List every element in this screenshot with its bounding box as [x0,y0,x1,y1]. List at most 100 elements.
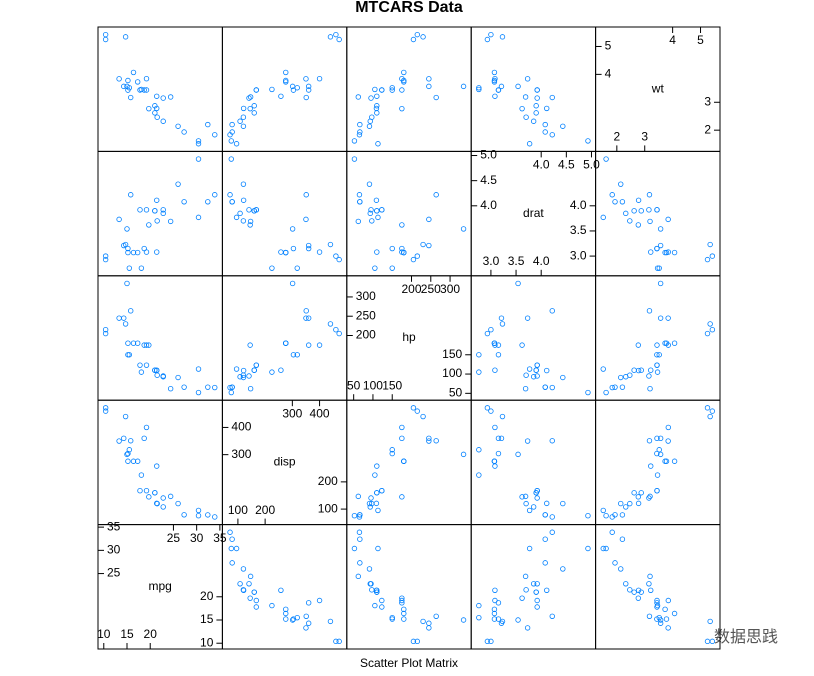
point [374,249,380,255]
point [366,566,373,572]
point [542,384,548,390]
point [154,218,160,224]
point [542,512,548,518]
point [515,451,521,458]
point [290,87,297,93]
point [657,226,664,232]
point [229,129,235,135]
point [336,36,342,43]
point [707,618,713,625]
point [460,226,467,232]
point [401,606,407,613]
point [426,438,432,444]
panel [595,399,721,526]
point [491,610,498,617]
point [237,210,243,217]
point [476,86,482,93]
point [160,373,166,379]
point [247,94,254,100]
point [143,342,150,348]
tick-label: 400 [310,406,330,420]
point [709,253,716,259]
point [549,514,555,520]
point [303,216,309,223]
point [368,207,374,213]
point [356,132,363,138]
point [237,118,243,124]
point [542,129,548,135]
point [303,625,309,631]
point [126,265,133,271]
point [612,384,618,390]
point [160,495,166,501]
point [175,123,181,129]
point [476,369,482,375]
panel [346,26,472,152]
tick-label: 200 [318,474,338,488]
point [283,77,289,84]
point [195,156,202,162]
point [665,315,671,321]
chart-title: MTCARS Data [355,0,463,16]
point [523,587,529,593]
point [410,405,417,411]
point [122,34,129,40]
tick-label: 4.0 [533,254,550,268]
point [499,618,506,625]
point [289,226,296,232]
point [410,36,417,43]
point [128,308,134,314]
point [534,597,540,604]
point [240,123,247,129]
point [167,218,174,225]
point [374,463,380,469]
point [375,141,381,147]
tick-label: 2 [704,122,711,136]
point [125,77,131,84]
tick-label: 150 [442,347,462,361]
point [125,352,131,358]
point [228,389,234,396]
point [154,105,160,112]
point [143,487,150,494]
point [476,602,482,609]
point [492,93,498,99]
point [134,340,141,346]
tick-label: 50 [347,378,361,392]
panel [346,399,472,526]
point [426,242,432,249]
point [389,616,395,622]
point [492,424,498,431]
point [544,105,550,112]
tick-label: 250 [356,308,376,322]
point [646,613,653,619]
point [414,31,420,38]
point [305,315,312,321]
point [648,249,654,255]
point [124,83,130,90]
point [355,493,361,500]
point [357,536,363,542]
point [160,207,166,213]
point [247,573,254,580]
point [336,256,342,263]
tick-label: 200 [356,328,376,342]
tick-label: 20 [144,627,158,641]
point [327,34,334,40]
point [195,141,202,147]
point [603,545,609,552]
point [638,490,644,496]
point [560,123,566,129]
point [709,327,716,333]
point [657,435,664,442]
point [357,121,363,128]
point [195,138,202,144]
point [656,265,662,271]
point [665,249,672,255]
point [336,330,342,337]
point [484,330,491,337]
point [585,138,591,144]
point [125,458,131,464]
point [143,87,150,93]
point [654,362,660,368]
